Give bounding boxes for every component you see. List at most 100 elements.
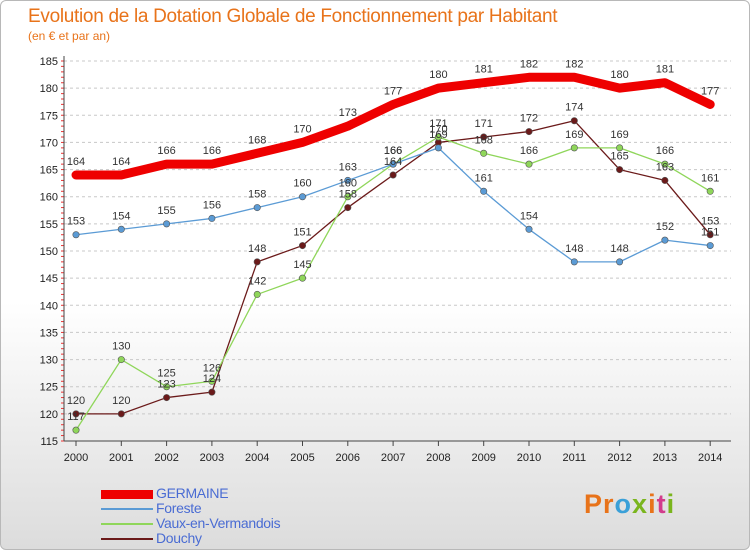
y-tick-label: 150 (40, 246, 58, 258)
data-point-douchy (208, 388, 216, 396)
data-point-foreste (253, 204, 261, 212)
data-point-douchy (344, 204, 352, 212)
data-point-douchy (253, 258, 261, 266)
data-label-vaux-en-vermandois: 145 (293, 259, 311, 271)
x-tick-label: 2006 (336, 452, 360, 464)
y-tick-label: 130 (40, 355, 58, 367)
data-label-douchy: 120 (67, 395, 85, 407)
data-point-vaux-en-vermandois (706, 187, 714, 195)
y-tick-label: 155 (40, 219, 58, 231)
axes: 115 120 125 130 135 140 145 150 155 160 165 170 175 1… (40, 56, 731, 464)
data-label-germaine: 166 (203, 145, 221, 157)
data-label-douchy: 172 (520, 113, 538, 125)
data-point-vaux-en-vermandois (208, 377, 216, 385)
legend-label-vaux-en-vermandois: Vaux-en-Vermandois (156, 515, 281, 531)
data-label-foreste: 152 (656, 221, 674, 233)
y-tick-label: 145 (40, 273, 58, 285)
data-label-germaine: 173 (339, 107, 357, 119)
logo-letter: t (656, 489, 667, 519)
grid (64, 60, 731, 415)
x-tick-label: 2008 (426, 452, 450, 464)
data-point-vaux-en-vermandois (661, 160, 669, 168)
data-label-foreste: 160 (293, 178, 311, 190)
data-point-vaux-en-vermandois (434, 133, 442, 141)
logo-letter: r (603, 489, 615, 519)
x-tick-label: 2009 (471, 452, 495, 464)
data-label-douchy: 163 (656, 161, 674, 173)
data-label-douchy: 124 (203, 373, 221, 385)
data-point-vaux-en-vermandois (344, 193, 352, 201)
data-label-douchy: 171 (475, 118, 493, 130)
data-label-vaux-en-vermandois: 117 (67, 411, 85, 423)
logo-letter: i (666, 489, 676, 519)
data-point-foreste (525, 225, 533, 233)
data-label-foreste: 166 (384, 145, 402, 157)
data-point-douchy (525, 128, 533, 136)
data-label-germaine: 180 (610, 69, 628, 81)
legend-swatch-douchy (101, 538, 153, 540)
data-label-foreste: 155 (157, 205, 175, 217)
data-label-foreste: 148 (565, 243, 583, 255)
y-tick-label: 185 (40, 56, 58, 68)
data-point-foreste (616, 258, 624, 266)
data-label-foreste: 169 (429, 129, 447, 141)
data-point-douchy (298, 242, 306, 250)
data-label-vaux-en-vermandois: 130 (112, 341, 130, 353)
data-point-vaux-en-vermandois (298, 274, 306, 282)
x-tick-label: 2010 (517, 452, 541, 464)
y-tick-label: 140 (40, 300, 58, 312)
logo-letter: P (584, 489, 604, 519)
x-tick-label: 2004 (245, 452, 269, 464)
data-label-foreste: 151 (701, 227, 719, 239)
y-tick-label: 160 (40, 192, 58, 204)
legend-label-foreste: Foreste (156, 500, 202, 516)
data-point-douchy (163, 394, 171, 402)
data-label-germaine: 164 (67, 156, 85, 168)
data-label-foreste: 161 (475, 172, 493, 184)
data-point-foreste (72, 231, 80, 239)
x-tick-label: 2014 (698, 452, 722, 464)
data-label-foreste: 148 (610, 243, 628, 255)
data-point-douchy (480, 133, 488, 141)
legend-swatch-germaine (101, 489, 153, 499)
data-point-douchy (389, 171, 397, 179)
data-point-douchy (616, 166, 624, 174)
data-label-douchy: 151 (293, 227, 311, 239)
data-label-vaux-en-vermandois: 126 (203, 362, 221, 374)
x-tick-label: 2002 (154, 452, 178, 464)
x-tick-label: 2011 (562, 452, 586, 464)
y-tick-label: 170 (40, 137, 58, 149)
data-label-douchy: 153 (701, 216, 719, 228)
data-point-foreste (208, 214, 216, 222)
chart-subtitle: (en € et par an) (28, 29, 111, 43)
y-tick-label: 180 (40, 83, 58, 95)
x-tick-label: 2000 (64, 452, 88, 464)
y-tick-label: 125 (40, 382, 58, 394)
data-point-foreste (661, 236, 669, 244)
data-label-vaux-en-vermandois: 142 (248, 275, 266, 287)
x-tick-label: 2007 (381, 452, 405, 464)
data-point-foreste (434, 144, 442, 152)
data-point-foreste (117, 225, 125, 233)
series-group (71, 72, 715, 434)
y-tick-label: 175 (40, 110, 58, 122)
series-line-germaine (71, 72, 715, 180)
data-label-douchy: 164 (384, 156, 402, 168)
data-label-douchy: 165 (610, 151, 628, 163)
data-point-douchy (570, 117, 578, 125)
data-label-germaine: 177 (701, 85, 719, 97)
data-label-vaux-en-vermandois: 166 (656, 145, 674, 157)
data-point-douchy (117, 410, 125, 418)
proxiti-logo: Proxiti (584, 489, 675, 520)
logo-letter: x (632, 489, 649, 519)
data-point-foreste (163, 220, 171, 228)
logo-letter: i (648, 489, 657, 519)
data-label-foreste: 153 (67, 216, 85, 228)
data-label-foreste: 163 (339, 161, 357, 173)
legend-swatch-foreste (101, 508, 153, 510)
data-label-vaux-en-vermandois: 169 (565, 129, 583, 141)
data-label-vaux-en-vermandois: 161 (701, 172, 719, 184)
data-point-vaux-en-vermandois (480, 149, 488, 157)
data-point-douchy (706, 231, 714, 239)
